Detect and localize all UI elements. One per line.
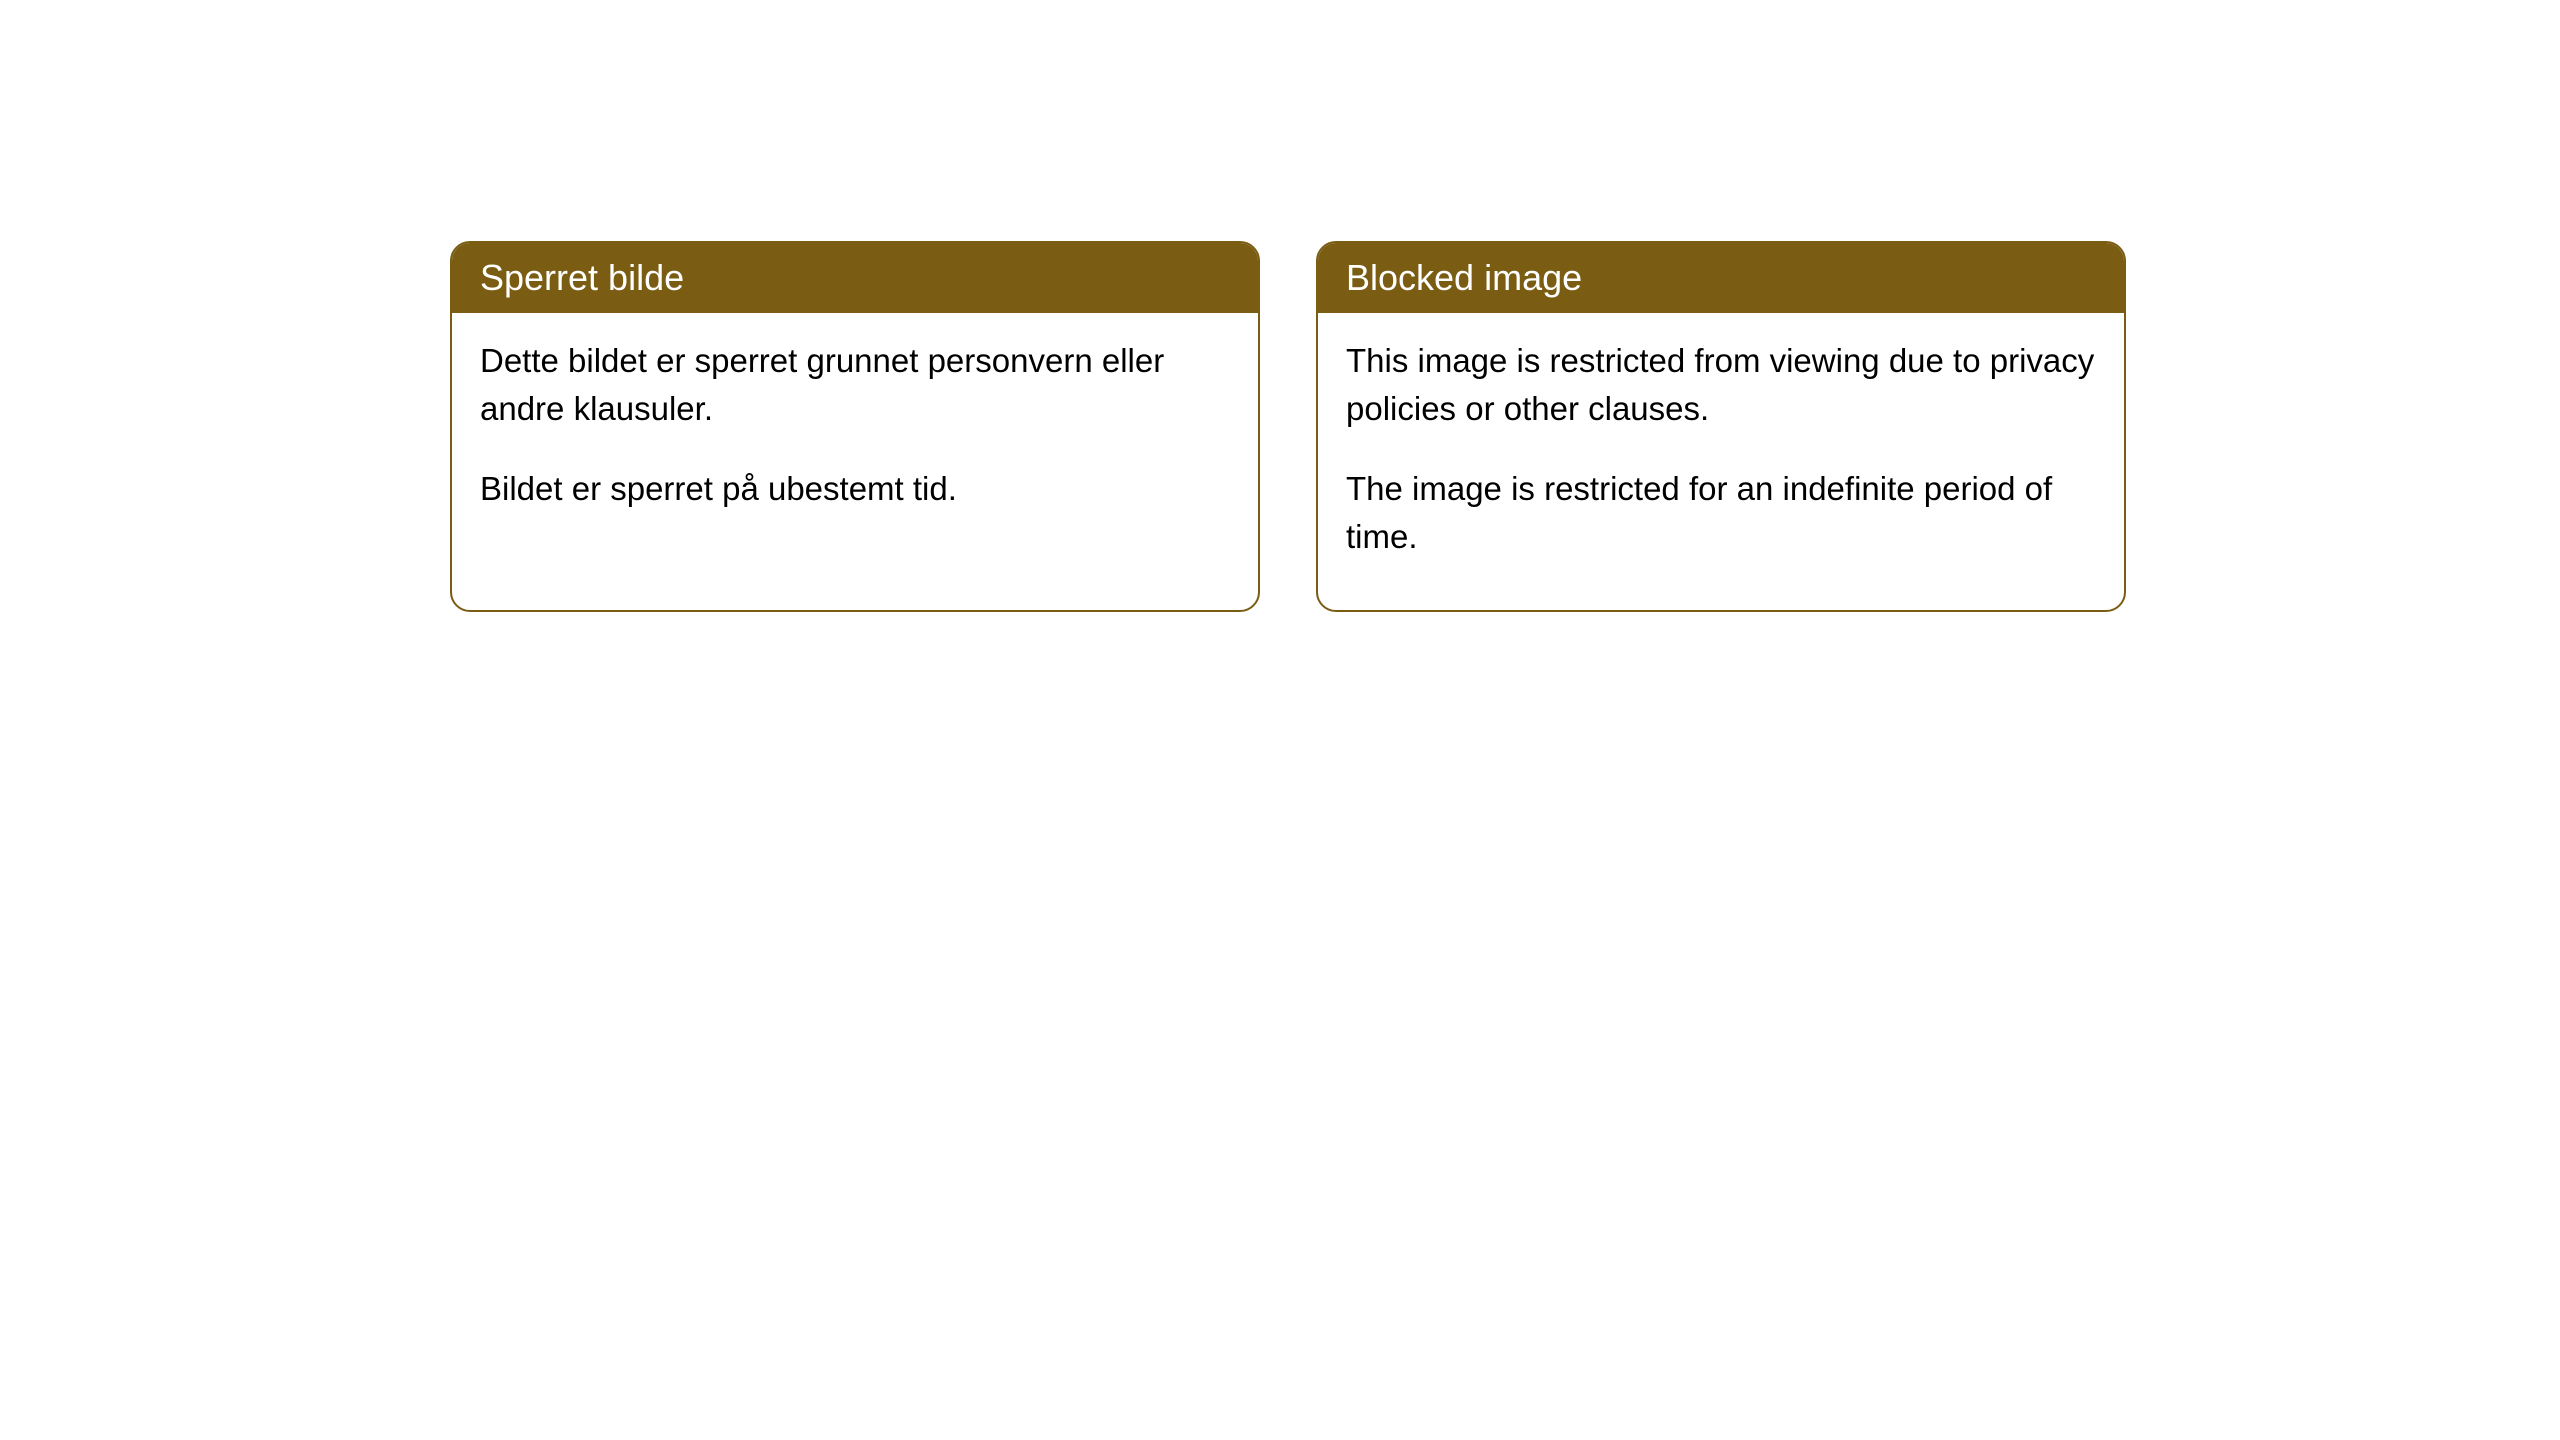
card-body: This image is restricted from viewing du… [1318, 313, 2124, 610]
card-paragraph: This image is restricted from viewing du… [1346, 337, 2096, 433]
card-header: Sperret bilde [452, 243, 1258, 313]
blocked-image-card-norwegian: Sperret bilde Dette bildet er sperret gr… [450, 241, 1260, 612]
notice-container: Sperret bilde Dette bildet er sperret gr… [0, 0, 2560, 612]
card-title: Blocked image [1346, 257, 1582, 298]
card-paragraph: Dette bildet er sperret grunnet personve… [480, 337, 1230, 433]
card-title: Sperret bilde [480, 257, 684, 298]
card-body: Dette bildet er sperret grunnet personve… [452, 313, 1258, 563]
card-header: Blocked image [1318, 243, 2124, 313]
card-paragraph: Bildet er sperret på ubestemt tid. [480, 465, 1230, 513]
card-paragraph: The image is restricted for an indefinit… [1346, 465, 2096, 561]
blocked-image-card-english: Blocked image This image is restricted f… [1316, 241, 2126, 612]
